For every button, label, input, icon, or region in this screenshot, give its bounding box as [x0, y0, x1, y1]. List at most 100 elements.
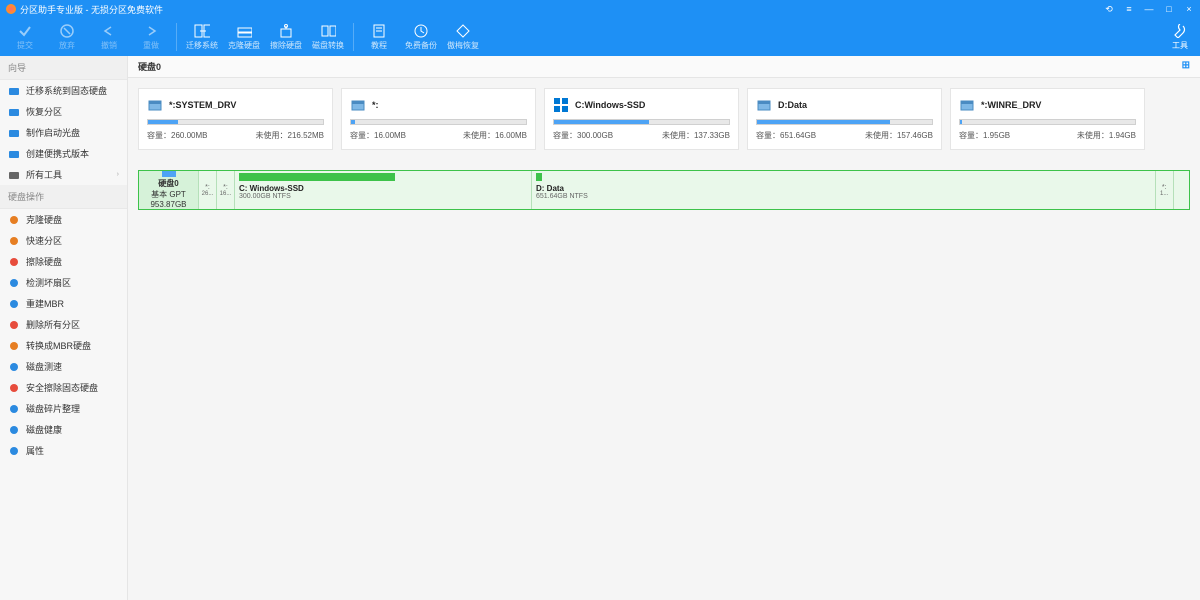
sidebar-icon [8, 106, 20, 118]
sidebar-item-label: 磁盘测速 [26, 360, 62, 373]
segment-name: C: Windows-SSD [239, 184, 527, 193]
layout-segment[interactable]: C: Windows-SSD300.00GB NTFS [235, 171, 532, 209]
sidebar-item[interactable]: 制作启动光盘 [0, 122, 127, 143]
sidebar-icon [8, 148, 20, 160]
sidebar-item[interactable]: 属性 [0, 440, 127, 461]
sidebar-icon [8, 298, 20, 310]
sidebar-icon [8, 340, 20, 352]
diskops-header: 硬盘操作 [0, 185, 127, 209]
convert-button[interactable]: 磁盘转换 [307, 18, 349, 56]
sidebar-item[interactable]: 安全擦除固态硬盘 [0, 377, 127, 398]
disk-icon [162, 171, 176, 177]
usage-bar [756, 119, 933, 125]
sidebar-item-label: 制作启动光盘 [26, 126, 80, 139]
sidebar-icon [8, 277, 20, 289]
sidebar-item-label: 磁盘健康 [26, 423, 62, 436]
sidebar-item[interactable]: 恢复分区 [0, 101, 127, 122]
content-area: 硬盘0 ⊞ *:SYSTEM_DRV 容量：260.00MB未使用：216.52… [128, 56, 1200, 600]
window-controls: ⟲ ≡ — □ × [1104, 4, 1194, 15]
sidebar-icon [8, 319, 20, 331]
segment-sub: 300.00GB NTFS [239, 193, 527, 200]
sidebar-item[interactable]: 迁移系统到固态硬盘 [0, 80, 127, 101]
sidebar-item[interactable]: 磁盘碎片整理 [0, 398, 127, 419]
menu-icon[interactable]: ≡ [1124, 4, 1134, 15]
partition-name: *:WINRE_DRV [981, 100, 1041, 110]
sidebar-icon [8, 169, 20, 181]
sidebar-item[interactable]: 删除所有分区 [0, 314, 127, 335]
segment-name: D: Data [536, 184, 1151, 193]
layout-segment[interactable]: *:1... [1156, 171, 1174, 209]
sidebar-icon [8, 235, 20, 247]
wizards-header: 向导 [0, 56, 127, 80]
sidebar-item-label: 擦除硬盘 [26, 255, 62, 268]
wipe-button[interactable]: 擦除硬盘 [265, 18, 307, 56]
capacity-label: 容量：300.00GB [553, 130, 613, 141]
commit-button[interactable]: 提交 [4, 18, 46, 56]
sidebar-item-label: 安全擦除固态硬盘 [26, 381, 98, 394]
partition-cards: *:SYSTEM_DRV 容量：260.00MB未使用：216.52MB *: … [128, 78, 1200, 160]
partition-card[interactable]: *:WINRE_DRV 容量：1.95GB未使用：1.94GB [950, 88, 1145, 150]
tools-button[interactable]: 工具 [1172, 24, 1196, 51]
sidebar-item[interactable]: 磁盘健康 [0, 419, 127, 440]
sidebar-item-label: 快速分区 [26, 234, 62, 247]
sidebar-item-label: 删除所有分区 [26, 318, 80, 331]
sidebar-item[interactable]: 所有工具› [0, 164, 127, 185]
sidebar-item[interactable]: 快速分区 [0, 230, 127, 251]
drive-icon [553, 97, 569, 113]
close-icon[interactable]: × [1184, 4, 1194, 15]
sidebar-item[interactable]: 重建MBR [0, 293, 127, 314]
redo-button[interactable]: 重做 [130, 18, 172, 56]
sidebar-item-label: 创建便携式版本 [26, 147, 89, 160]
sidebar-item[interactable]: 转换成MBR硬盘 [0, 335, 127, 356]
minimize-icon[interactable]: — [1144, 4, 1154, 15]
sidebar-item-label: 迁移系统到固态硬盘 [26, 84, 107, 97]
migrate-button[interactable]: 迁移系统 [181, 18, 223, 56]
capacity-label: 容量：260.00MB [147, 130, 207, 141]
sidebar-item-label: 重建MBR [26, 297, 64, 310]
view-toggle-icon[interactable]: ⊞ [1182, 60, 1190, 73]
partition-card[interactable]: D:Data 容量：651.64GB 未使用：157.46GB [747, 88, 942, 150]
layout-segment[interactable]: D: Data651.64GB NTFS [532, 171, 1156, 209]
refresh-icon[interactable]: ⟲ [1104, 4, 1114, 15]
recover-button[interactable]: 傲梅恢复 [442, 18, 484, 56]
sidebar-item[interactable]: 磁盘测速 [0, 356, 127, 377]
drive-icon [959, 97, 975, 113]
sidebar-item[interactable]: 创建便携式版本 [0, 143, 127, 164]
clone-button[interactable]: 克隆硬盘 [223, 18, 265, 56]
partition-name: D:Data [778, 100, 807, 110]
drive-icon [350, 97, 366, 113]
capacity-label: 容量：16.00MB [350, 130, 406, 141]
undo-button[interactable]: 撤销 [88, 18, 130, 56]
sidebar-item[interactable]: 检测坏扇区 [0, 272, 127, 293]
partition-name: C:Windows-SSD [575, 100, 645, 110]
maximize-icon[interactable]: □ [1164, 4, 1174, 15]
sidebar-item[interactable]: 擦除硬盘 [0, 251, 127, 272]
layout-segment[interactable]: *:16... [217, 171, 235, 209]
free-label: 未使用：157.46GB [865, 130, 933, 141]
disk-layout: 硬盘0基本 GPT953.87GB*:26...*:16...C: Window… [138, 170, 1190, 210]
partition-card[interactable]: *:SYSTEM_DRV 容量：260.00MB未使用：216.52MB [138, 88, 333, 150]
free-label: 未使用：216.52MB [256, 130, 324, 141]
disk-header: 硬盘0 ⊞ [128, 56, 1200, 78]
free-label: 未使用：137.33GB [662, 130, 730, 141]
titlebar: 分区助手专业版 - 无损分区免费软件 ⟲ ≡ — □ × [0, 0, 1200, 18]
backup-button[interactable]: 免费备份 [400, 18, 442, 56]
layout-segment[interactable]: *:26... [199, 171, 217, 209]
capacity-label: 容量：651.64GB [756, 130, 816, 141]
sidebar-item-label: 磁盘碎片整理 [26, 402, 80, 415]
sidebar-icon [8, 127, 20, 139]
sidebar-icon [8, 214, 20, 226]
toolbar: 提交 放弃 撤销 重做 迁移系统 克隆硬盘 擦除硬盘 磁盘转换 教程 免费备份 … [0, 18, 1200, 56]
disk-info[interactable]: 硬盘0基本 GPT953.87GB [139, 171, 199, 209]
free-label: 未使用：16.00MB [463, 130, 527, 141]
drive-icon [147, 97, 163, 113]
sidebar-icon [8, 382, 20, 394]
partition-card[interactable]: C:Windows-SSD 容量：300.00GB 未使用：137.33GB [544, 88, 739, 150]
discard-button[interactable]: 放弃 [46, 18, 88, 56]
tutorial-button[interactable]: 教程 [358, 18, 400, 56]
sidebar-item[interactable]: 克隆硬盘 [0, 209, 127, 230]
app-icon [6, 4, 16, 14]
segment-sub: 651.64GB NTFS [536, 193, 1151, 200]
partition-card[interactable]: *: 容量：16.00MB未使用：16.00MB [341, 88, 536, 150]
chevron-right-icon: › [117, 171, 119, 178]
